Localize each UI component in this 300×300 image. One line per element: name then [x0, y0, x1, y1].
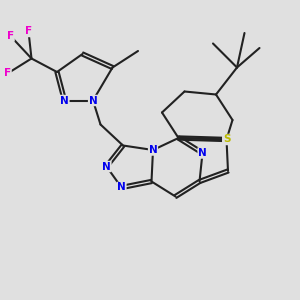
Text: N: N	[102, 161, 111, 172]
Text: N: N	[88, 95, 98, 106]
Text: N: N	[117, 182, 126, 193]
Text: N: N	[60, 95, 69, 106]
Text: N: N	[148, 145, 158, 155]
Text: F: F	[7, 31, 14, 41]
Text: F: F	[25, 26, 32, 37]
Text: N: N	[198, 148, 207, 158]
Text: F: F	[4, 68, 11, 79]
Text: S: S	[223, 134, 230, 145]
